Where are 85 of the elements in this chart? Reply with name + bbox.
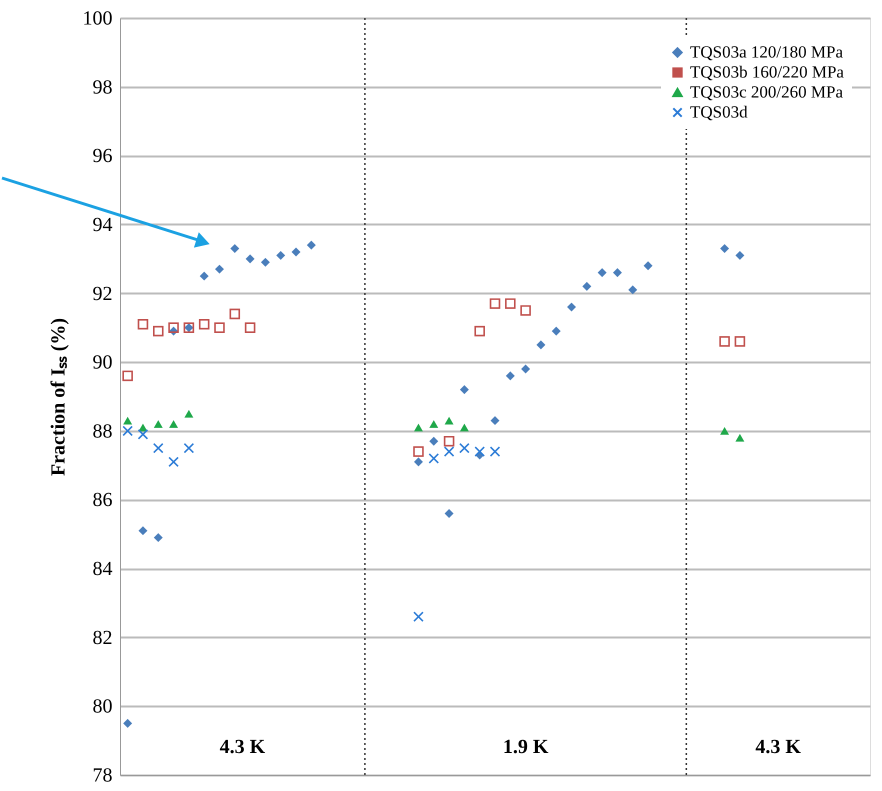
y-axis-title: Fraction of Iₛₛ (%) xyxy=(48,318,70,476)
point xyxy=(735,434,744,442)
point xyxy=(552,326,561,336)
y-tick-label: 82 xyxy=(92,626,112,649)
point xyxy=(414,424,423,432)
point xyxy=(276,250,286,260)
point xyxy=(154,420,163,428)
point xyxy=(168,322,179,333)
point xyxy=(521,364,530,374)
annotation: 1.9 K xyxy=(502,736,549,758)
point xyxy=(720,244,730,254)
y-tick-label: 86 xyxy=(92,489,112,512)
y-tick-label: 90 xyxy=(92,352,112,374)
y-tick-label: 94 xyxy=(92,214,112,236)
point xyxy=(138,318,148,330)
point xyxy=(122,370,133,382)
point xyxy=(460,424,469,432)
point xyxy=(429,420,438,428)
legend-label: TQS03a 120/180 MPa xyxy=(690,42,844,62)
y-tick-label: 98 xyxy=(92,76,112,98)
point xyxy=(474,326,485,336)
y-tick-label: 84 xyxy=(92,558,112,580)
point xyxy=(152,326,164,336)
point xyxy=(505,298,516,309)
y-tick-label: 88 xyxy=(92,420,112,442)
point xyxy=(413,611,424,622)
point xyxy=(184,410,194,418)
point xyxy=(214,322,225,333)
point xyxy=(460,385,469,394)
point xyxy=(444,436,454,447)
point xyxy=(428,453,440,464)
point xyxy=(230,308,240,320)
point xyxy=(414,457,423,466)
point xyxy=(244,322,256,333)
point xyxy=(536,340,546,350)
point xyxy=(734,336,746,347)
point xyxy=(154,533,163,542)
point xyxy=(490,298,500,309)
point xyxy=(520,305,531,316)
point xyxy=(490,446,500,457)
point xyxy=(230,244,240,254)
point xyxy=(582,282,592,291)
point xyxy=(429,436,438,446)
annotation: 4.3 K xyxy=(220,736,266,758)
point xyxy=(306,240,316,250)
point xyxy=(459,442,470,454)
point xyxy=(474,446,485,457)
point xyxy=(612,268,622,278)
legend-label: TQS03c 200/260 MPa xyxy=(690,82,844,102)
point xyxy=(138,526,148,536)
point xyxy=(198,318,210,330)
point xyxy=(719,336,730,347)
point xyxy=(628,285,638,294)
y-tick-label: 92 xyxy=(92,282,112,305)
y-tick-label: 80 xyxy=(92,696,112,718)
y-tick-label: 78 xyxy=(92,764,112,786)
point xyxy=(598,268,607,278)
point xyxy=(123,416,132,424)
point xyxy=(168,456,179,468)
point xyxy=(260,258,270,267)
point xyxy=(138,429,148,440)
point xyxy=(292,248,300,256)
point xyxy=(152,442,164,454)
point xyxy=(735,250,744,260)
point xyxy=(444,509,454,518)
point xyxy=(200,272,209,281)
point xyxy=(644,261,653,270)
point xyxy=(444,416,454,424)
point xyxy=(246,254,255,264)
legend-label: TQS03b 160/220 MPa xyxy=(690,62,844,82)
y-tick-label: 96 xyxy=(92,145,112,168)
y-tick-label: 100 xyxy=(82,8,112,30)
legend-label: TQS03d xyxy=(690,102,748,122)
point xyxy=(413,446,424,457)
point xyxy=(123,718,132,728)
point xyxy=(567,302,576,312)
point xyxy=(169,420,178,428)
point xyxy=(122,426,133,436)
annotation: 4.3 K xyxy=(755,736,802,758)
point xyxy=(720,427,730,435)
point xyxy=(184,442,194,454)
point xyxy=(444,446,454,457)
point xyxy=(490,416,500,426)
point xyxy=(215,264,224,274)
point xyxy=(506,371,515,380)
